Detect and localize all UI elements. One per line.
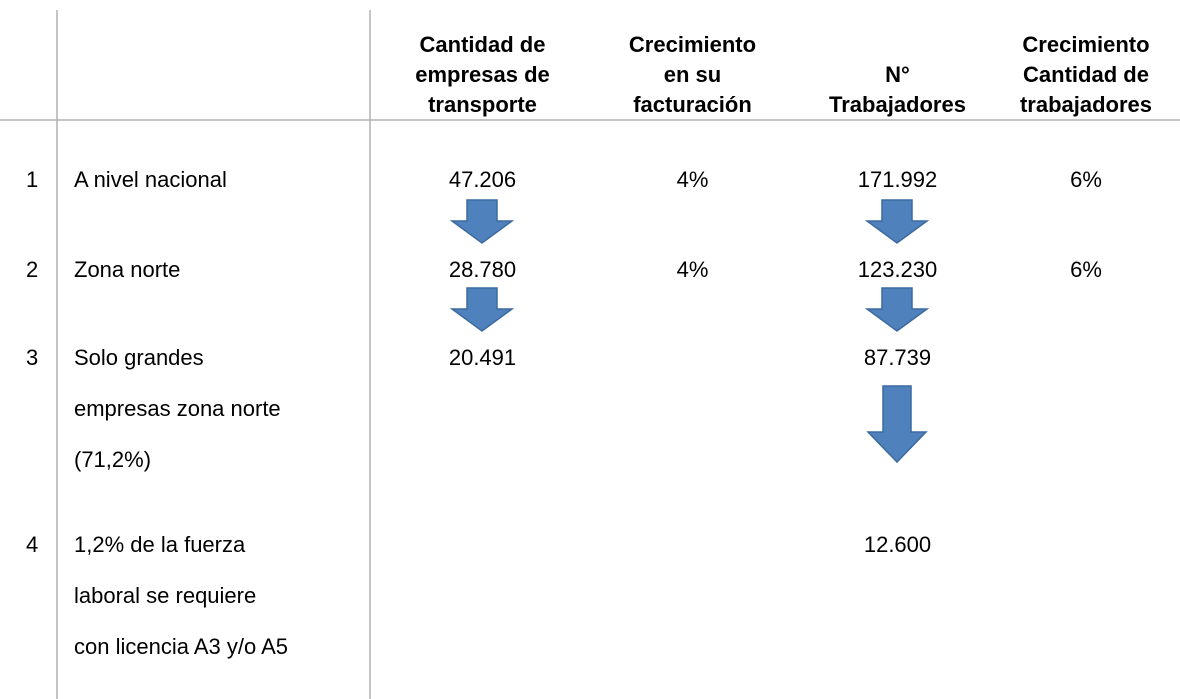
row-label: Zona norte [74, 257, 181, 282]
value-cell: 47.206 [448, 167, 517, 192]
row-index: 2 [26, 257, 39, 282]
header-cell: Crecimiento [1022, 32, 1150, 57]
value-cell: 123.230 [857, 257, 938, 282]
value-cell: 4% [676, 257, 709, 282]
header-cell: transporte [428, 92, 537, 117]
down-arrow [864, 287, 930, 332]
row-label: laboral se requiere [74, 583, 257, 608]
header-cell: Trabajadores [829, 92, 966, 117]
value-cell: 6% [1070, 257, 1102, 282]
row-index: 3 [26, 345, 39, 370]
value-cell: 4% [676, 167, 709, 192]
down-arrow [449, 199, 515, 244]
header-cell: Cantidad de [419, 32, 546, 57]
value-cell: 28.780 [448, 257, 517, 282]
row-label: (71,2%) [74, 447, 152, 472]
down-arrow [866, 385, 928, 464]
arrows [449, 199, 930, 464]
row-index: 4 [26, 532, 39, 557]
value-cell: 87.739 [863, 345, 932, 370]
header-cell: Crecimiento [628, 32, 757, 57]
header-cell: empresas de [415, 62, 550, 87]
down-arrow [864, 199, 930, 244]
row-label: A nivel nacional [74, 167, 227, 192]
row-label: empresas zona norte [74, 396, 281, 421]
header-cell: Cantidad de [1023, 62, 1149, 87]
value-cell: 171.992 [857, 167, 938, 192]
down-arrow [449, 287, 515, 332]
row-label: Solo grandes [74, 345, 204, 370]
header-cell: facturación [633, 92, 752, 117]
header-cell: en su [663, 62, 722, 87]
row-label: con licencia A3 y/o A5 [74, 634, 289, 659]
row-index: 1 [26, 167, 39, 192]
value-cell: 12.600 [863, 532, 932, 557]
value-cell: 20.491 [448, 345, 517, 370]
header-cell: N° [885, 62, 910, 87]
header-cell: trabajadores [1019, 92, 1153, 117]
value-cell: 6% [1070, 167, 1102, 192]
row-label: 1,2% de la fuerza [74, 532, 246, 557]
